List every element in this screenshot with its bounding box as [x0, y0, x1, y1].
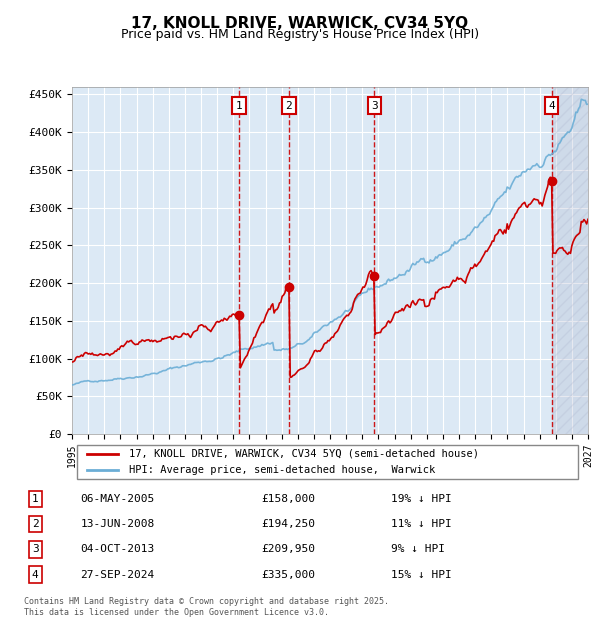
Text: 17, KNOLL DRIVE, WARWICK, CV34 5YQ: 17, KNOLL DRIVE, WARWICK, CV34 5YQ: [131, 16, 469, 30]
Text: 9% ↓ HPI: 9% ↓ HPI: [391, 544, 445, 554]
Text: 27-SEP-2024: 27-SEP-2024: [80, 570, 155, 580]
Text: 13-JUN-2008: 13-JUN-2008: [80, 519, 155, 529]
Text: Price paid vs. HM Land Registry's House Price Index (HPI): Price paid vs. HM Land Registry's House …: [121, 28, 479, 41]
Text: Contains HM Land Registry data © Crown copyright and database right 2025.
This d: Contains HM Land Registry data © Crown c…: [24, 598, 389, 617]
Text: 3: 3: [32, 544, 38, 554]
Text: £335,000: £335,000: [261, 570, 315, 580]
Text: 19% ↓ HPI: 19% ↓ HPI: [391, 494, 451, 504]
Text: 17, KNOLL DRIVE, WARWICK, CV34 5YQ (semi-detached house): 17, KNOLL DRIVE, WARWICK, CV34 5YQ (semi…: [129, 449, 479, 459]
Text: 04-OCT-2013: 04-OCT-2013: [80, 544, 155, 554]
Text: 11% ↓ HPI: 11% ↓ HPI: [391, 519, 451, 529]
Text: £194,250: £194,250: [261, 519, 315, 529]
FancyBboxPatch shape: [77, 445, 578, 479]
Text: 15% ↓ HPI: 15% ↓ HPI: [391, 570, 451, 580]
Text: HPI: Average price, semi-detached house,  Warwick: HPI: Average price, semi-detached house,…: [129, 465, 435, 475]
Text: £209,950: £209,950: [261, 544, 315, 554]
Text: 3: 3: [371, 100, 378, 111]
Text: £158,000: £158,000: [261, 494, 315, 504]
Text: 4: 4: [32, 570, 38, 580]
Text: 1: 1: [32, 494, 38, 504]
Bar: [551, 87, 588, 434]
Text: 2: 2: [286, 100, 292, 111]
Text: 06-MAY-2005: 06-MAY-2005: [80, 494, 155, 504]
Text: 1: 1: [236, 100, 242, 111]
Text: 2: 2: [32, 519, 38, 529]
Text: 4: 4: [548, 100, 555, 111]
